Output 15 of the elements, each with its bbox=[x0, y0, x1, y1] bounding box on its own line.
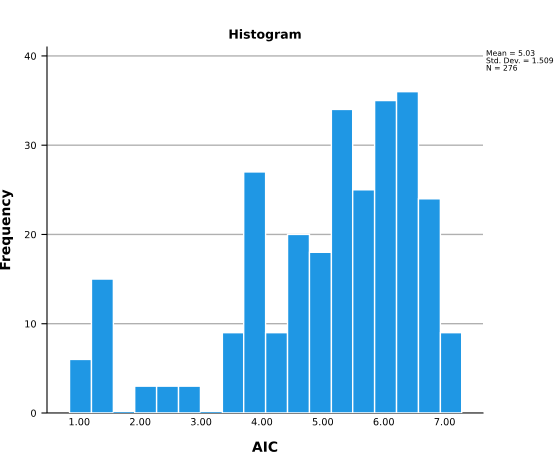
chart-title: Histogram bbox=[229, 29, 301, 42]
y-tick-label: 0 bbox=[31, 409, 36, 417]
x-tick-label: 3.00 bbox=[190, 418, 212, 426]
x-tick-label: 1.00 bbox=[70, 418, 90, 426]
x-tick-label: 6.00 bbox=[374, 418, 394, 426]
x-tick-label: 2.00 bbox=[130, 418, 150, 426]
x-tick-label: 4.00 bbox=[252, 418, 272, 426]
y-axis-title: Frequency bbox=[0, 190, 14, 270]
y-tick-label: 40 bbox=[24, 52, 36, 60]
y-tick-label: 30 bbox=[24, 142, 36, 150]
y-tick-label: 10 bbox=[25, 320, 36, 328]
x-tick-label: 7.00 bbox=[434, 418, 455, 426]
y-tick-label: 20 bbox=[24, 230, 36, 238]
x-axis-title: AIC bbox=[252, 441, 278, 452]
x-tick-label: 5.00 bbox=[312, 418, 334, 426]
